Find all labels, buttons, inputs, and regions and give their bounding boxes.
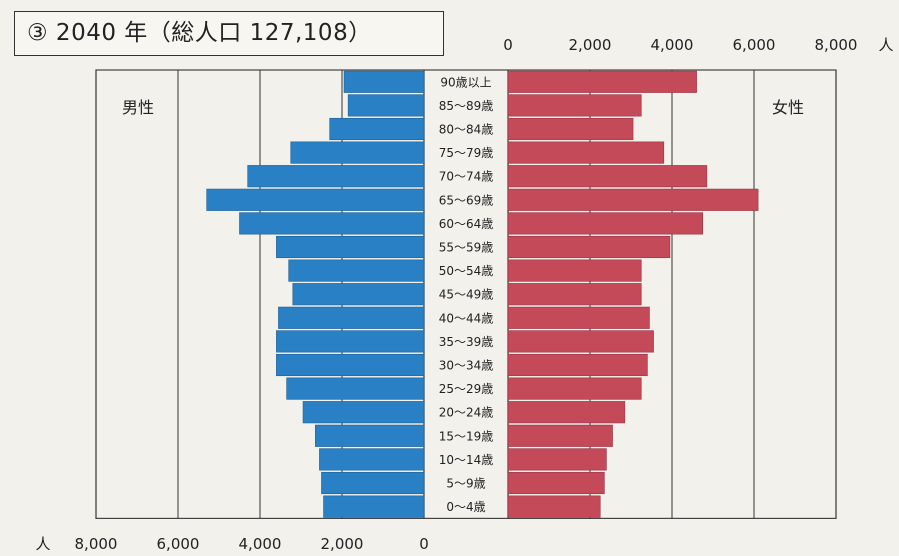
female-axis-tick: 6,000 bbox=[733, 36, 776, 54]
age-group-label: 35～39歳 bbox=[439, 335, 494, 349]
male-axis-tick: 0 bbox=[419, 535, 429, 553]
female-bar bbox=[507, 70, 697, 93]
age-group-label: 75～79歳 bbox=[439, 146, 494, 160]
female-axis-tick: 2,000 bbox=[569, 36, 612, 54]
female-axis-tick: 0 bbox=[503, 36, 513, 54]
male-bar bbox=[239, 212, 425, 235]
male-bar bbox=[276, 353, 425, 377]
male-bar bbox=[247, 165, 425, 188]
male-bar bbox=[278, 306, 425, 329]
age-group-label: 50～54歳 bbox=[439, 264, 494, 278]
male-axis-tick: 4,000 bbox=[239, 535, 282, 553]
female-axis-unit: 人 bbox=[878, 36, 893, 54]
male-bar bbox=[321, 471, 425, 495]
male-bar bbox=[292, 283, 425, 306]
age-group-label: 45～49歳 bbox=[439, 288, 494, 302]
female-bar bbox=[507, 306, 650, 329]
male-axis-unit: 人 bbox=[35, 535, 50, 553]
female-bar bbox=[507, 471, 605, 495]
age-group-label: 5～9歳 bbox=[446, 477, 485, 491]
male-axis-tick: 6,000 bbox=[157, 535, 200, 553]
female-bar bbox=[507, 283, 642, 306]
male-bar bbox=[290, 141, 425, 164]
male-bar bbox=[286, 377, 425, 400]
female-bar bbox=[507, 235, 671, 259]
female-bar bbox=[507, 259, 642, 282]
male-bar bbox=[276, 235, 425, 259]
age-group-label: 15～19歳 bbox=[439, 429, 494, 443]
male-bar bbox=[323, 495, 425, 518]
age-group-label: 60～64歳 bbox=[439, 217, 494, 231]
female-bar bbox=[507, 448, 607, 471]
male-bar bbox=[315, 424, 425, 447]
age-group-label: 10～14歳 bbox=[439, 453, 494, 467]
male-bar bbox=[276, 330, 425, 353]
age-group-label: 90歳以上 bbox=[440, 75, 491, 89]
female-bar bbox=[507, 117, 634, 141]
age-labels: 90歳以上 85～89歳 80～84歳 75～79歳 70～74歳 65～69歳 60～64… bbox=[439, 75, 494, 514]
chart-title: ③ 2040 年（総人口 127,108） bbox=[14, 11, 444, 56]
male-bar bbox=[329, 117, 425, 141]
female-bar bbox=[507, 165, 708, 188]
female-bar bbox=[507, 141, 665, 164]
female-bar bbox=[507, 424, 613, 447]
female-bar bbox=[507, 401, 626, 424]
age-group-label: 55～59歳 bbox=[439, 241, 494, 255]
male-axis-tick: 2,000 bbox=[321, 535, 364, 553]
male-label: 男性 bbox=[122, 98, 154, 117]
female-bar bbox=[507, 330, 654, 353]
age-group-label: 85～89歳 bbox=[439, 99, 494, 113]
male-bar bbox=[206, 188, 425, 211]
age-group-label: 0～4歳 bbox=[446, 500, 485, 514]
age-group-label: 25～29歳 bbox=[439, 382, 494, 396]
female-bar bbox=[507, 377, 642, 400]
male-bar bbox=[288, 259, 425, 282]
female-bar bbox=[507, 495, 601, 518]
male-bar bbox=[347, 94, 425, 117]
male-bar bbox=[319, 448, 425, 471]
male-bar bbox=[343, 70, 425, 93]
female-axis-tick: 4,000 bbox=[651, 36, 694, 54]
axes: 0 2,000 4,000 6,000 8,000 人 8,000 6,000 4,000 2,0… bbox=[35, 36, 893, 553]
male-bar bbox=[302, 401, 425, 424]
bars bbox=[206, 70, 759, 518]
male-axis-tick: 8,000 bbox=[75, 535, 118, 553]
age-group-label: 20～24歳 bbox=[439, 406, 494, 420]
age-group-label: 40～44歳 bbox=[439, 311, 494, 325]
age-group-label: 70～74歳 bbox=[439, 170, 494, 184]
age-group-label: 30～34歳 bbox=[439, 359, 494, 373]
female-bar bbox=[507, 353, 648, 377]
age-group-label: 80～84歳 bbox=[439, 123, 494, 137]
female-axis-tick: 8,000 bbox=[815, 36, 858, 54]
female-bar bbox=[507, 94, 642, 117]
female-bar bbox=[507, 212, 704, 235]
female-label: 女性 bbox=[772, 98, 804, 117]
female-bar bbox=[507, 188, 759, 211]
age-group-label: 65～69歳 bbox=[439, 193, 494, 207]
